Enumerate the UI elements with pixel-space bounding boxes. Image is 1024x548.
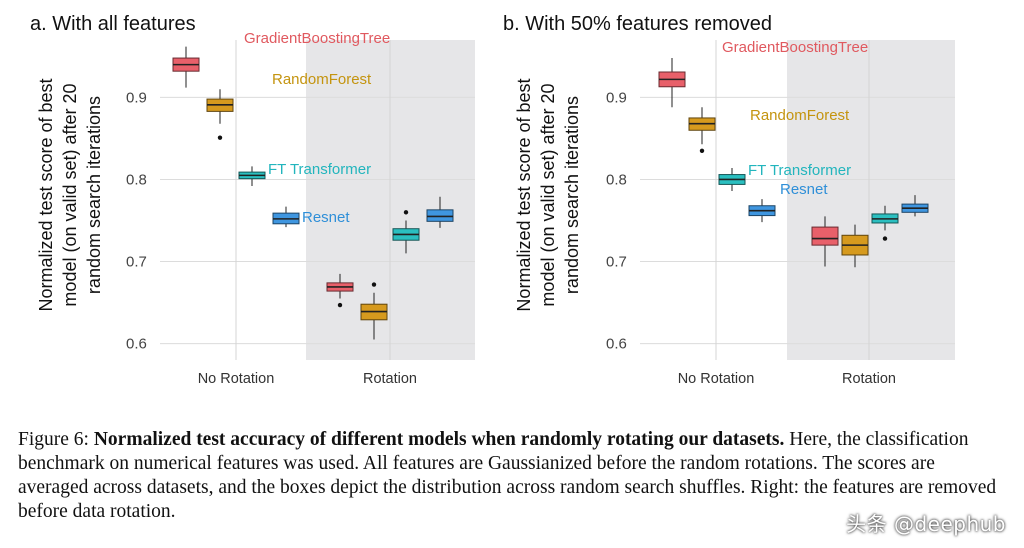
box-ft-transformer-no-rotation — [718, 168, 746, 191]
box-randomforest-rotation — [360, 282, 388, 340]
series-label: Resnet — [302, 209, 350, 226]
y-axis-label: Normalized test score of best — [514, 78, 534, 311]
outlier-point — [337, 302, 343, 308]
y-axis-label: model (on valid set) after 20 — [538, 83, 558, 306]
outlier-point — [217, 135, 223, 140]
watermark: 头条 @deephub — [846, 512, 1006, 536]
y-axis-label: random search iterations — [84, 96, 104, 294]
y-tick-label: 0.7 — [126, 254, 147, 271]
outlier-point — [403, 210, 409, 215]
figure-6-boxplots: 0.6 0.7 0.8 0.9 No Rotation Rotation a. With a… — [30, 13, 955, 387]
box-gradientboostingtree-no-rotation — [172, 46, 200, 88]
y-tick-label: 0.6 — [606, 336, 627, 353]
box-body — [811, 226, 839, 246]
box-randomforest-rotation — [841, 224, 869, 268]
box-ft-transformer-rotation — [871, 205, 899, 241]
series-label: RandomForest — [750, 107, 850, 124]
y-tick-label: 0.9 — [606, 89, 627, 106]
box-resnet-rotation — [426, 196, 454, 228]
panel-title: a. With all features — [30, 13, 196, 35]
box-gradientboostingtree-rotation — [811, 216, 839, 267]
series-label: FT Transformer — [268, 161, 371, 178]
y-tick-label: 0.8 — [606, 171, 627, 188]
outlier-point — [882, 236, 888, 241]
box-resnet-no-rotation — [748, 199, 776, 223]
series-label: RandomForest — [272, 71, 372, 88]
box-gradientboostingtree-rotation — [326, 273, 354, 308]
panel-b: 0.6 0.7 0.8 0.9 No Rotation Rotation b. With 5… — [503, 13, 955, 387]
panel-title: b. With 50% features removed — [503, 13, 772, 35]
caption-bold: Normalized test accuracy of different mo… — [93, 429, 785, 450]
y-axis-label: model (on valid set) after 20 — [60, 83, 80, 306]
outlier-point — [699, 148, 705, 153]
box-resnet-rotation — [901, 195, 929, 217]
y-axis-label: random search iterations — [562, 96, 582, 294]
box-randomforest-no-rotation — [206, 89, 234, 140]
caption-prefix: Figure 6: — [18, 429, 94, 450]
series-label: Resnet — [780, 181, 828, 198]
box-resnet-no-rotation — [272, 206, 300, 228]
panel-a: 0.6 0.7 0.8 0.9 No Rotation Rotation a. With a… — [30, 13, 475, 387]
y-tick-label: 0.6 — [126, 336, 147, 353]
series-label: GradientBoostingTree — [722, 39, 868, 56]
outlier-point — [371, 282, 377, 287]
box-gradientboostingtree-no-rotation — [658, 58, 686, 108]
box-body — [426, 209, 454, 222]
y-axis-label: Normalized test score of best — [36, 78, 56, 311]
x-tick-label: No Rotation — [198, 371, 275, 387]
y-tick-label: 0.9 — [126, 89, 147, 106]
y-tick-label: 0.7 — [606, 254, 627, 271]
series-label: GradientBoostingTree — [244, 30, 390, 47]
x-tick-label: Rotation — [363, 371, 417, 387]
figure-caption: Figure 6: Normalized test accuracy of di… — [18, 428, 1008, 524]
box-ft-transformer-rotation — [392, 210, 420, 254]
caption-rest: Here, the classification benchmark on nu… — [18, 429, 997, 522]
series-label: FT Transformer — [748, 162, 851, 179]
box-randomforest-no-rotation — [688, 107, 716, 153]
rotation-shading — [787, 40, 955, 360]
x-tick-label: Rotation — [842, 371, 896, 387]
box-ft-transformer-no-rotation — [238, 166, 266, 187]
x-tick-label: No Rotation — [678, 371, 755, 387]
y-tick-label: 0.8 — [126, 171, 147, 188]
